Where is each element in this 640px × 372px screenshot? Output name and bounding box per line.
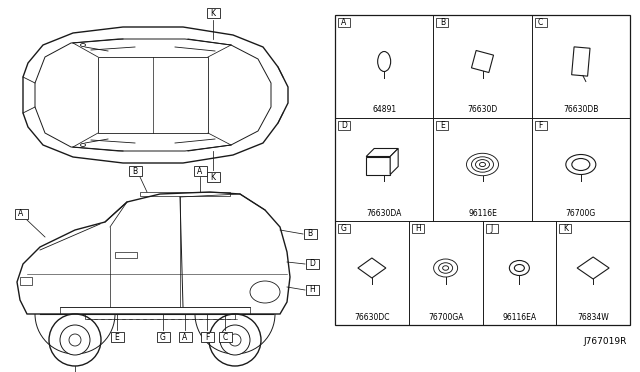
Text: 96116EA: 96116EA xyxy=(502,312,536,321)
Ellipse shape xyxy=(515,264,524,272)
Ellipse shape xyxy=(209,314,261,366)
Bar xyxy=(335,15,630,325)
Text: 76630DA: 76630DA xyxy=(367,208,402,218)
Text: G: G xyxy=(341,224,347,233)
Bar xyxy=(85,314,235,319)
Bar xyxy=(111,332,124,342)
Polygon shape xyxy=(577,257,609,279)
Bar xyxy=(338,18,350,27)
Text: C: C xyxy=(222,333,228,341)
Polygon shape xyxy=(23,27,288,163)
Bar xyxy=(534,121,547,130)
Text: J767019R: J767019R xyxy=(584,337,627,346)
Bar xyxy=(193,166,207,176)
Text: 76630DC: 76630DC xyxy=(354,312,390,321)
Text: E: E xyxy=(115,333,120,341)
Bar xyxy=(20,277,32,285)
Bar xyxy=(338,121,350,130)
Text: H: H xyxy=(415,224,420,233)
Bar xyxy=(15,209,28,219)
Text: 76700GA: 76700GA xyxy=(428,312,463,321)
Bar xyxy=(218,332,232,342)
Ellipse shape xyxy=(81,44,86,46)
Ellipse shape xyxy=(572,158,590,170)
Text: 76700G: 76700G xyxy=(566,208,596,218)
Bar xyxy=(129,166,141,176)
Bar xyxy=(200,332,214,342)
Text: B: B xyxy=(307,230,312,238)
Bar xyxy=(179,332,191,342)
Text: B: B xyxy=(132,167,138,176)
Bar xyxy=(559,224,572,233)
Ellipse shape xyxy=(566,154,596,174)
Text: K: K xyxy=(211,173,216,182)
Bar xyxy=(207,172,220,182)
Polygon shape xyxy=(572,47,590,76)
Text: C: C xyxy=(538,18,543,27)
Text: 64891: 64891 xyxy=(372,106,396,115)
Bar xyxy=(115,252,137,258)
Bar xyxy=(60,307,250,314)
Text: 96116E: 96116E xyxy=(468,208,497,218)
Ellipse shape xyxy=(60,325,90,355)
Text: B: B xyxy=(440,18,445,27)
Ellipse shape xyxy=(378,51,390,71)
Ellipse shape xyxy=(229,334,241,346)
Text: A: A xyxy=(341,18,347,27)
Ellipse shape xyxy=(69,334,81,346)
Text: A: A xyxy=(182,333,188,341)
Polygon shape xyxy=(472,51,493,73)
Text: K: K xyxy=(211,9,216,17)
Bar xyxy=(157,332,170,342)
Text: E: E xyxy=(440,121,445,130)
Text: A: A xyxy=(19,209,24,218)
Text: D: D xyxy=(309,260,315,269)
Polygon shape xyxy=(390,148,398,174)
Text: 76630D: 76630D xyxy=(467,106,498,115)
Text: F: F xyxy=(538,121,543,130)
Ellipse shape xyxy=(220,325,250,355)
Bar xyxy=(140,192,230,196)
Bar xyxy=(436,121,449,130)
Text: G: G xyxy=(160,333,166,341)
Text: H: H xyxy=(309,285,315,295)
Text: D: D xyxy=(341,121,347,130)
Text: 76834W: 76834W xyxy=(577,312,609,321)
Bar xyxy=(436,18,449,27)
Text: J: J xyxy=(490,224,493,233)
Text: 76630DB: 76630DB xyxy=(563,106,598,115)
Ellipse shape xyxy=(509,260,529,276)
Bar xyxy=(338,224,350,233)
Text: F: F xyxy=(205,333,209,341)
Ellipse shape xyxy=(250,281,280,303)
Ellipse shape xyxy=(49,314,101,366)
Bar xyxy=(207,8,220,18)
Bar xyxy=(305,285,319,295)
Bar xyxy=(534,18,547,27)
Bar xyxy=(303,229,317,239)
Text: A: A xyxy=(197,167,203,176)
Polygon shape xyxy=(366,148,398,157)
Bar xyxy=(305,259,319,269)
Bar xyxy=(98,57,208,133)
Bar xyxy=(486,224,497,233)
Ellipse shape xyxy=(81,144,86,147)
Bar xyxy=(412,224,424,233)
Bar xyxy=(366,157,390,174)
Text: K: K xyxy=(563,224,568,233)
Polygon shape xyxy=(17,192,290,314)
Polygon shape xyxy=(358,258,386,278)
